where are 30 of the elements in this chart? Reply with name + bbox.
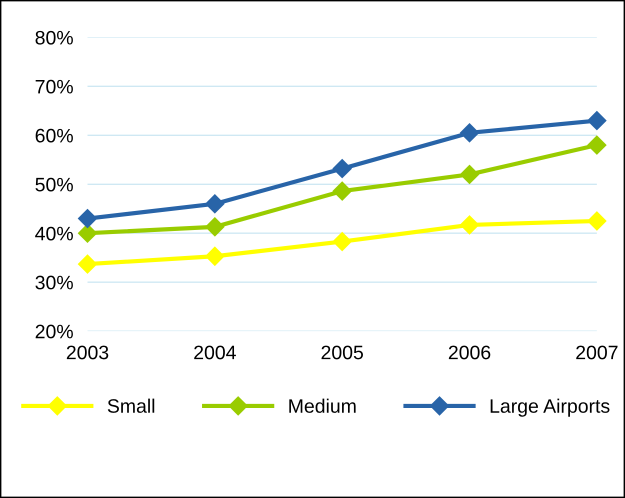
y-tick-label: 40% [35,226,73,240]
x-tick-label: 2007 [576,346,618,360]
y-tick-label: 70% [36,80,73,94]
point [205,246,224,266]
point [205,194,224,214]
y-tick-label: 60% [36,128,73,143]
point [332,182,352,201]
x-tick-label: 2006 [448,346,490,360]
x-tick-label: 2005 [322,346,364,360]
y-tick-label: 80% [36,30,73,45]
point [587,111,606,130]
point [587,136,606,155]
x-tick-label: 2004 [194,346,236,360]
y-tick-label: 50% [35,178,73,192]
point [460,164,480,184]
point [78,209,98,228]
y-tick-label: 20% [36,324,73,338]
legend-label: Medium [289,398,356,413]
x-tick-label: 2003 [66,346,108,360]
legend-label: Large Airports [490,398,610,417]
point [587,211,606,231]
point [332,232,352,252]
point [78,254,98,274]
point [460,123,480,142]
point [332,159,352,178]
legend-label: Small [108,398,154,413]
point [205,217,224,236]
y-tick-label: 30% [35,276,73,290]
point [78,224,98,243]
point [460,215,480,234]
